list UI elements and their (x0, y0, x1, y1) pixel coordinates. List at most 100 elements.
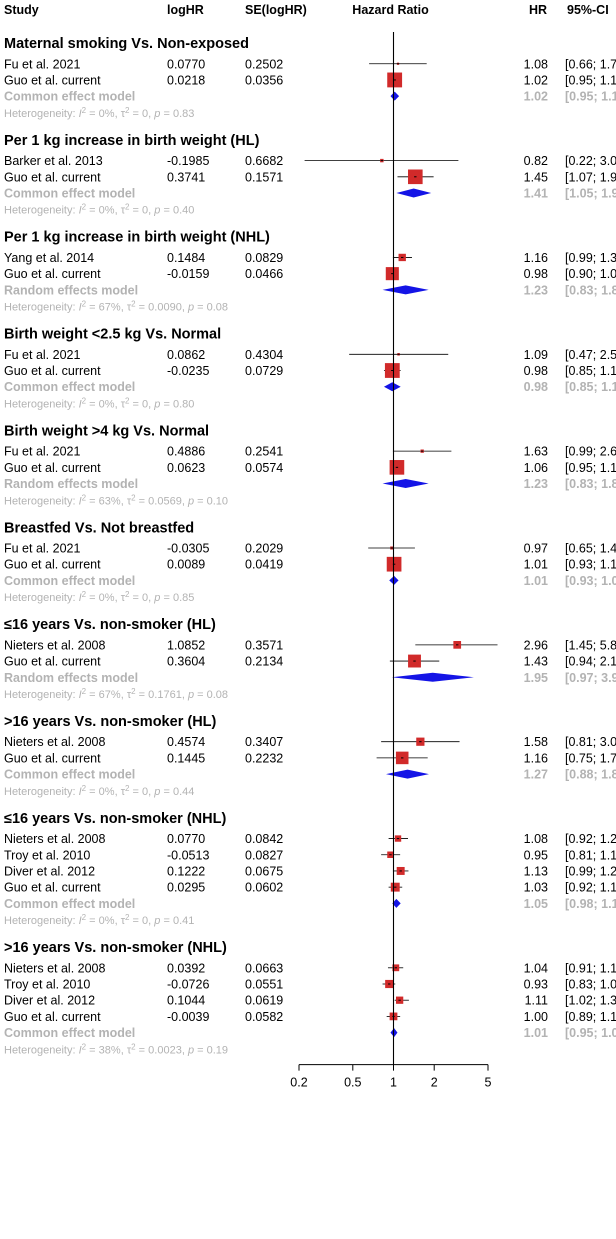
study-ci: [0.89; 1.12] (565, 1010, 616, 1024)
study-ci: [0.95; 1.19] (565, 461, 616, 475)
study-hr: 1.09 (524, 348, 548, 362)
group-title: Breastfed Vs. Not breastfed (4, 520, 194, 536)
group-title: >16 years Vs. non-smoker (HL) (4, 714, 217, 730)
heterogeneity-text: Heterogeneity: I2 = 0%, τ2 = 0, p = 0.80 (4, 396, 194, 411)
header-se: SE(logHR) (245, 3, 307, 17)
header-loghr: logHR (167, 3, 204, 17)
study-se: 0.4304 (245, 348, 283, 362)
pooled-diamond (383, 382, 401, 392)
study-se: 0.2029 (245, 542, 283, 556)
study-ci: [1.02; 1.30] (565, 994, 616, 1008)
study-name: Guo et al. current (4, 655, 101, 669)
study-ci: [1.45; 5.88] (565, 638, 616, 652)
study-se: 0.1571 (245, 170, 283, 184)
study-hr: 1.08 (524, 57, 548, 71)
study-name: Guo et al. current (4, 881, 101, 895)
pooled-label: Common effect model (4, 897, 135, 911)
study-loghr: 0.0295 (167, 881, 205, 895)
study-loghr: 0.1222 (167, 864, 205, 878)
pooled-hr: 1.05 (524, 897, 548, 911)
study-name: Nieters et al. 2008 (4, 638, 105, 652)
study-name: Yang et al. 2014 (4, 251, 94, 265)
study-hr: 0.82 (524, 154, 548, 168)
study-ci: [0.85; 1.13] (565, 364, 616, 378)
pooled-ci: [0.98; 1.13] (565, 897, 616, 911)
study-se: 0.0602 (245, 881, 283, 895)
study-loghr: 0.1484 (167, 251, 205, 265)
pooled-hr: 1.23 (524, 283, 548, 297)
pooled-ci: [0.83; 1.82] (565, 283, 616, 297)
study-hr: 1.58 (524, 735, 548, 749)
pooled-ci: [1.05; 1.90] (565, 187, 616, 201)
study-hr: 1.04 (524, 961, 548, 975)
study-se: 0.2502 (245, 57, 283, 71)
study-se: 0.0675 (245, 864, 283, 878)
study-loghr: 0.1044 (167, 994, 205, 1008)
study-ci: [0.99; 1.37] (565, 251, 616, 265)
heterogeneity-text: Heterogeneity: I2 = 67%, τ2 = 0.1761, p … (4, 686, 228, 701)
study-loghr: 0.0770 (167, 832, 205, 846)
study-name: Guo et al. current (4, 364, 101, 378)
study-ci: [0.75; 1.79] (565, 751, 616, 765)
study-name: Fu et al. 2021 (4, 57, 80, 71)
heterogeneity-text: Heterogeneity: I2 = 67%, τ2 = 0.0090, p … (4, 299, 228, 314)
study-loghr: 0.1445 (167, 751, 205, 765)
study-loghr: -0.1985 (167, 154, 209, 168)
pooled-diamond (390, 91, 400, 101)
study-ci: [0.83; 1.03] (565, 978, 616, 992)
study-hr: 1.43 (524, 655, 548, 669)
study-hr: 1.06 (524, 461, 548, 475)
study-se: 0.2134 (245, 655, 283, 669)
heterogeneity-text: Heterogeneity: I2 = 63%, τ2 = 0.0569, p … (4, 493, 228, 508)
study-loghr: -0.0159 (167, 267, 209, 281)
study-se: 0.0827 (245, 848, 283, 862)
pooled-diamond (391, 672, 474, 682)
study-se: 0.2232 (245, 751, 283, 765)
study-se: 0.3571 (245, 638, 283, 652)
group-title: Birth weight >4 kg Vs. Normal (4, 423, 209, 439)
study-name: Guo et al. current (4, 1010, 101, 1024)
study-loghr: 0.0218 (167, 73, 205, 87)
study-ci: [0.93; 1.10] (565, 558, 616, 572)
x-axis-tick-label: 0.2 (290, 1076, 307, 1090)
study-hr: 2.96 (524, 638, 548, 652)
study-loghr: 0.0770 (167, 57, 205, 71)
study-hr: 0.98 (524, 364, 548, 378)
study-hr: 0.93 (524, 978, 548, 992)
group-title: Maternal smoking Vs. Non-exposed (4, 36, 249, 52)
group-title: Per 1 kg increase in birth weight (HL) (4, 133, 260, 149)
study-ci: [0.81; 3.08] (565, 735, 616, 749)
group-title: Per 1 kg increase in birth weight (NHL) (4, 230, 270, 246)
study-ci: [0.90; 1.08] (565, 267, 616, 281)
pooled-label: Common effect model (4, 574, 135, 588)
study-ci: [0.47; 2.54] (565, 348, 616, 362)
pooled-hr: 1.95 (524, 671, 548, 685)
study-name: Fu et al. 2021 (4, 445, 80, 459)
heterogeneity-text: Heterogeneity: I2 = 38%, τ2 = 0.0023, p … (4, 1042, 228, 1057)
pooled-ci: [0.93; 1.09] (565, 574, 616, 588)
pooled-hr: 1.01 (524, 1026, 548, 1040)
pooled-hr: 1.23 (524, 477, 548, 491)
study-name: Troy et al. 2010 (4, 848, 90, 862)
heterogeneity-text: Heterogeneity: I2 = 0%, τ2 = 0, p = 0.41 (4, 913, 194, 928)
pooled-hr: 0.98 (524, 380, 548, 394)
study-ci: [0.92; 1.28] (565, 832, 616, 846)
heterogeneity-text: Heterogeneity: I2 = 0%, τ2 = 0, p = 0.44 (4, 783, 194, 798)
study-se: 0.0419 (245, 558, 283, 572)
study-hr: 1.08 (524, 832, 548, 846)
study-ci: [0.94; 2.18] (565, 655, 616, 669)
study-name: Guo et al. current (4, 558, 101, 572)
study-loghr: -0.0726 (167, 978, 209, 992)
study-name: Guo et al. current (4, 73, 101, 87)
study-name: Nieters et al. 2008 (4, 961, 105, 975)
study-ci: [0.99; 2.68] (565, 445, 616, 459)
study-se: 0.6682 (245, 154, 283, 168)
study-loghr: 0.0392 (167, 961, 205, 975)
pooled-ci: [0.97; 3.93] (565, 671, 616, 685)
study-ci: [0.91; 1.18] (565, 961, 616, 975)
study-hr: 0.98 (524, 267, 548, 281)
pooled-label: Common effect model (4, 768, 135, 782)
study-hr: 1.16 (524, 251, 548, 265)
pooled-label: Random effects model (4, 283, 138, 297)
